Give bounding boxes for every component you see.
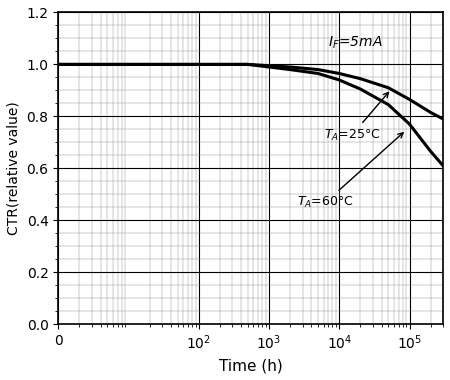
- Y-axis label: CTR(relative value): CTR(relative value): [7, 101, 21, 235]
- X-axis label: Time (h): Time (h): [219, 358, 283, 373]
- Text: $I_F$=5mA: $I_F$=5mA: [328, 34, 382, 51]
- Text: $T_A$=60$\degree$C: $T_A$=60$\degree$C: [297, 133, 403, 210]
- Text: $T_A$=25$\degree$C: $T_A$=25$\degree$C: [324, 92, 388, 142]
